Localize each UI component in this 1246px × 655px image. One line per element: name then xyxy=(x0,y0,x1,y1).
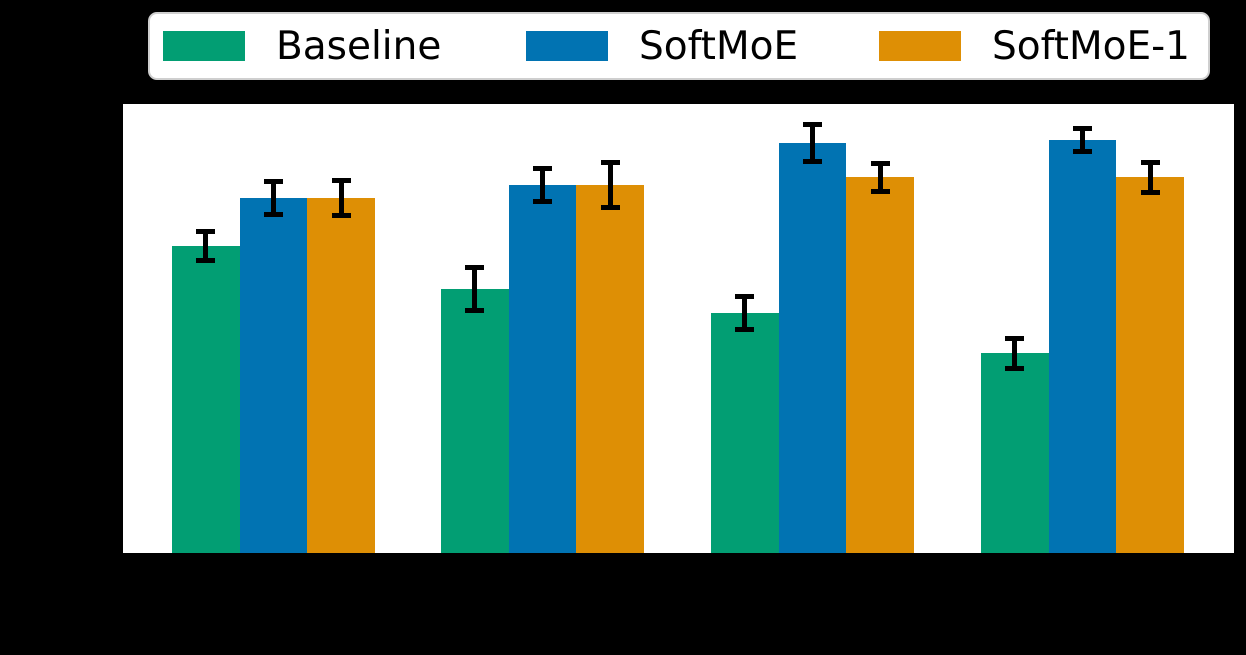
error-bar-vline xyxy=(1012,335,1018,371)
error-bar-cap-bottom xyxy=(600,204,620,210)
error-bar-vline xyxy=(472,265,478,313)
bar-baseline-group1 xyxy=(171,245,240,553)
legend-swatch-softmoe-1 xyxy=(879,31,961,61)
error-bar-cap-bottom xyxy=(1072,148,1092,154)
error-bar-softmoe-1-group4 xyxy=(1140,159,1160,195)
error-bar-vline xyxy=(338,177,344,219)
error-bar-vline xyxy=(742,293,748,332)
error-bar-vline xyxy=(1079,126,1085,154)
error-bar-cap-bottom xyxy=(1005,365,1025,371)
bar-softmoe-group2 xyxy=(508,184,577,553)
bar-softmoe-group3 xyxy=(778,143,847,553)
bar-softmoe-1-group4 xyxy=(1116,177,1184,553)
legend-label-softmoe: SoftMoE xyxy=(639,23,799,69)
bar-softmoe-1-group3 xyxy=(846,177,914,553)
error-bar-vline xyxy=(809,122,815,164)
error-bar-cap-bottom xyxy=(533,198,552,204)
error-bar-softmoe-1-group3 xyxy=(870,160,890,194)
legend-item-baseline: Baseline xyxy=(163,14,441,78)
error-bar-vline xyxy=(270,178,276,217)
error-bar-cap-bottom xyxy=(331,213,351,219)
error-bar-vline xyxy=(1147,159,1153,195)
error-bar-softmoe-group2 xyxy=(533,165,552,204)
legend-item-softmoe: SoftMoE xyxy=(526,14,798,78)
bar-softmoe-1-group2 xyxy=(576,184,644,553)
error-bar-cap-bottom xyxy=(802,158,822,164)
bar-softmoe-1-group1 xyxy=(307,197,375,553)
error-bar-vline xyxy=(540,165,545,204)
bar-softmoe-group4 xyxy=(1048,139,1117,553)
legend-swatch-baseline xyxy=(163,31,245,61)
error-bar-softmoe-1-group1 xyxy=(331,177,351,219)
bar-softmoe-group1 xyxy=(239,197,308,553)
error-bar-baseline-group3 xyxy=(735,293,755,332)
error-bar-softmoe-group4 xyxy=(1072,126,1092,154)
error-bar-softmoe-1-group2 xyxy=(600,159,620,210)
error-bar-cap-bottom xyxy=(735,326,755,332)
error-bar-softmoe-group1 xyxy=(263,178,283,217)
error-bar-cap-bottom xyxy=(196,257,216,263)
bar-baseline-group2 xyxy=(441,289,509,553)
legend: Baseline SoftMoE SoftMoE-1 xyxy=(148,12,1210,80)
error-bar-cap-bottom xyxy=(263,211,283,217)
error-bar-vline xyxy=(877,160,883,194)
legend-label-softmoe-1: SoftMoE-1 xyxy=(992,23,1190,69)
bar-baseline-group3 xyxy=(710,312,779,553)
error-bar-softmoe-group3 xyxy=(802,122,822,164)
error-bar-baseline-group1 xyxy=(196,228,216,263)
bar-baseline-group4 xyxy=(980,353,1049,553)
error-bar-baseline-group2 xyxy=(465,265,485,313)
legend-label-baseline: Baseline xyxy=(276,23,442,69)
error-bar-vline xyxy=(607,159,613,210)
error-bar-cap-bottom xyxy=(1140,189,1160,195)
legend-item-softmoe-1: SoftMoE-1 xyxy=(879,14,1190,78)
legend-swatch-softmoe xyxy=(526,31,608,61)
error-bar-cap-bottom xyxy=(465,307,485,313)
error-bar-cap-bottom xyxy=(870,188,890,194)
error-bar-vline xyxy=(203,228,209,263)
plot-area xyxy=(123,104,1234,553)
error-bar-baseline-group4 xyxy=(1005,335,1025,371)
